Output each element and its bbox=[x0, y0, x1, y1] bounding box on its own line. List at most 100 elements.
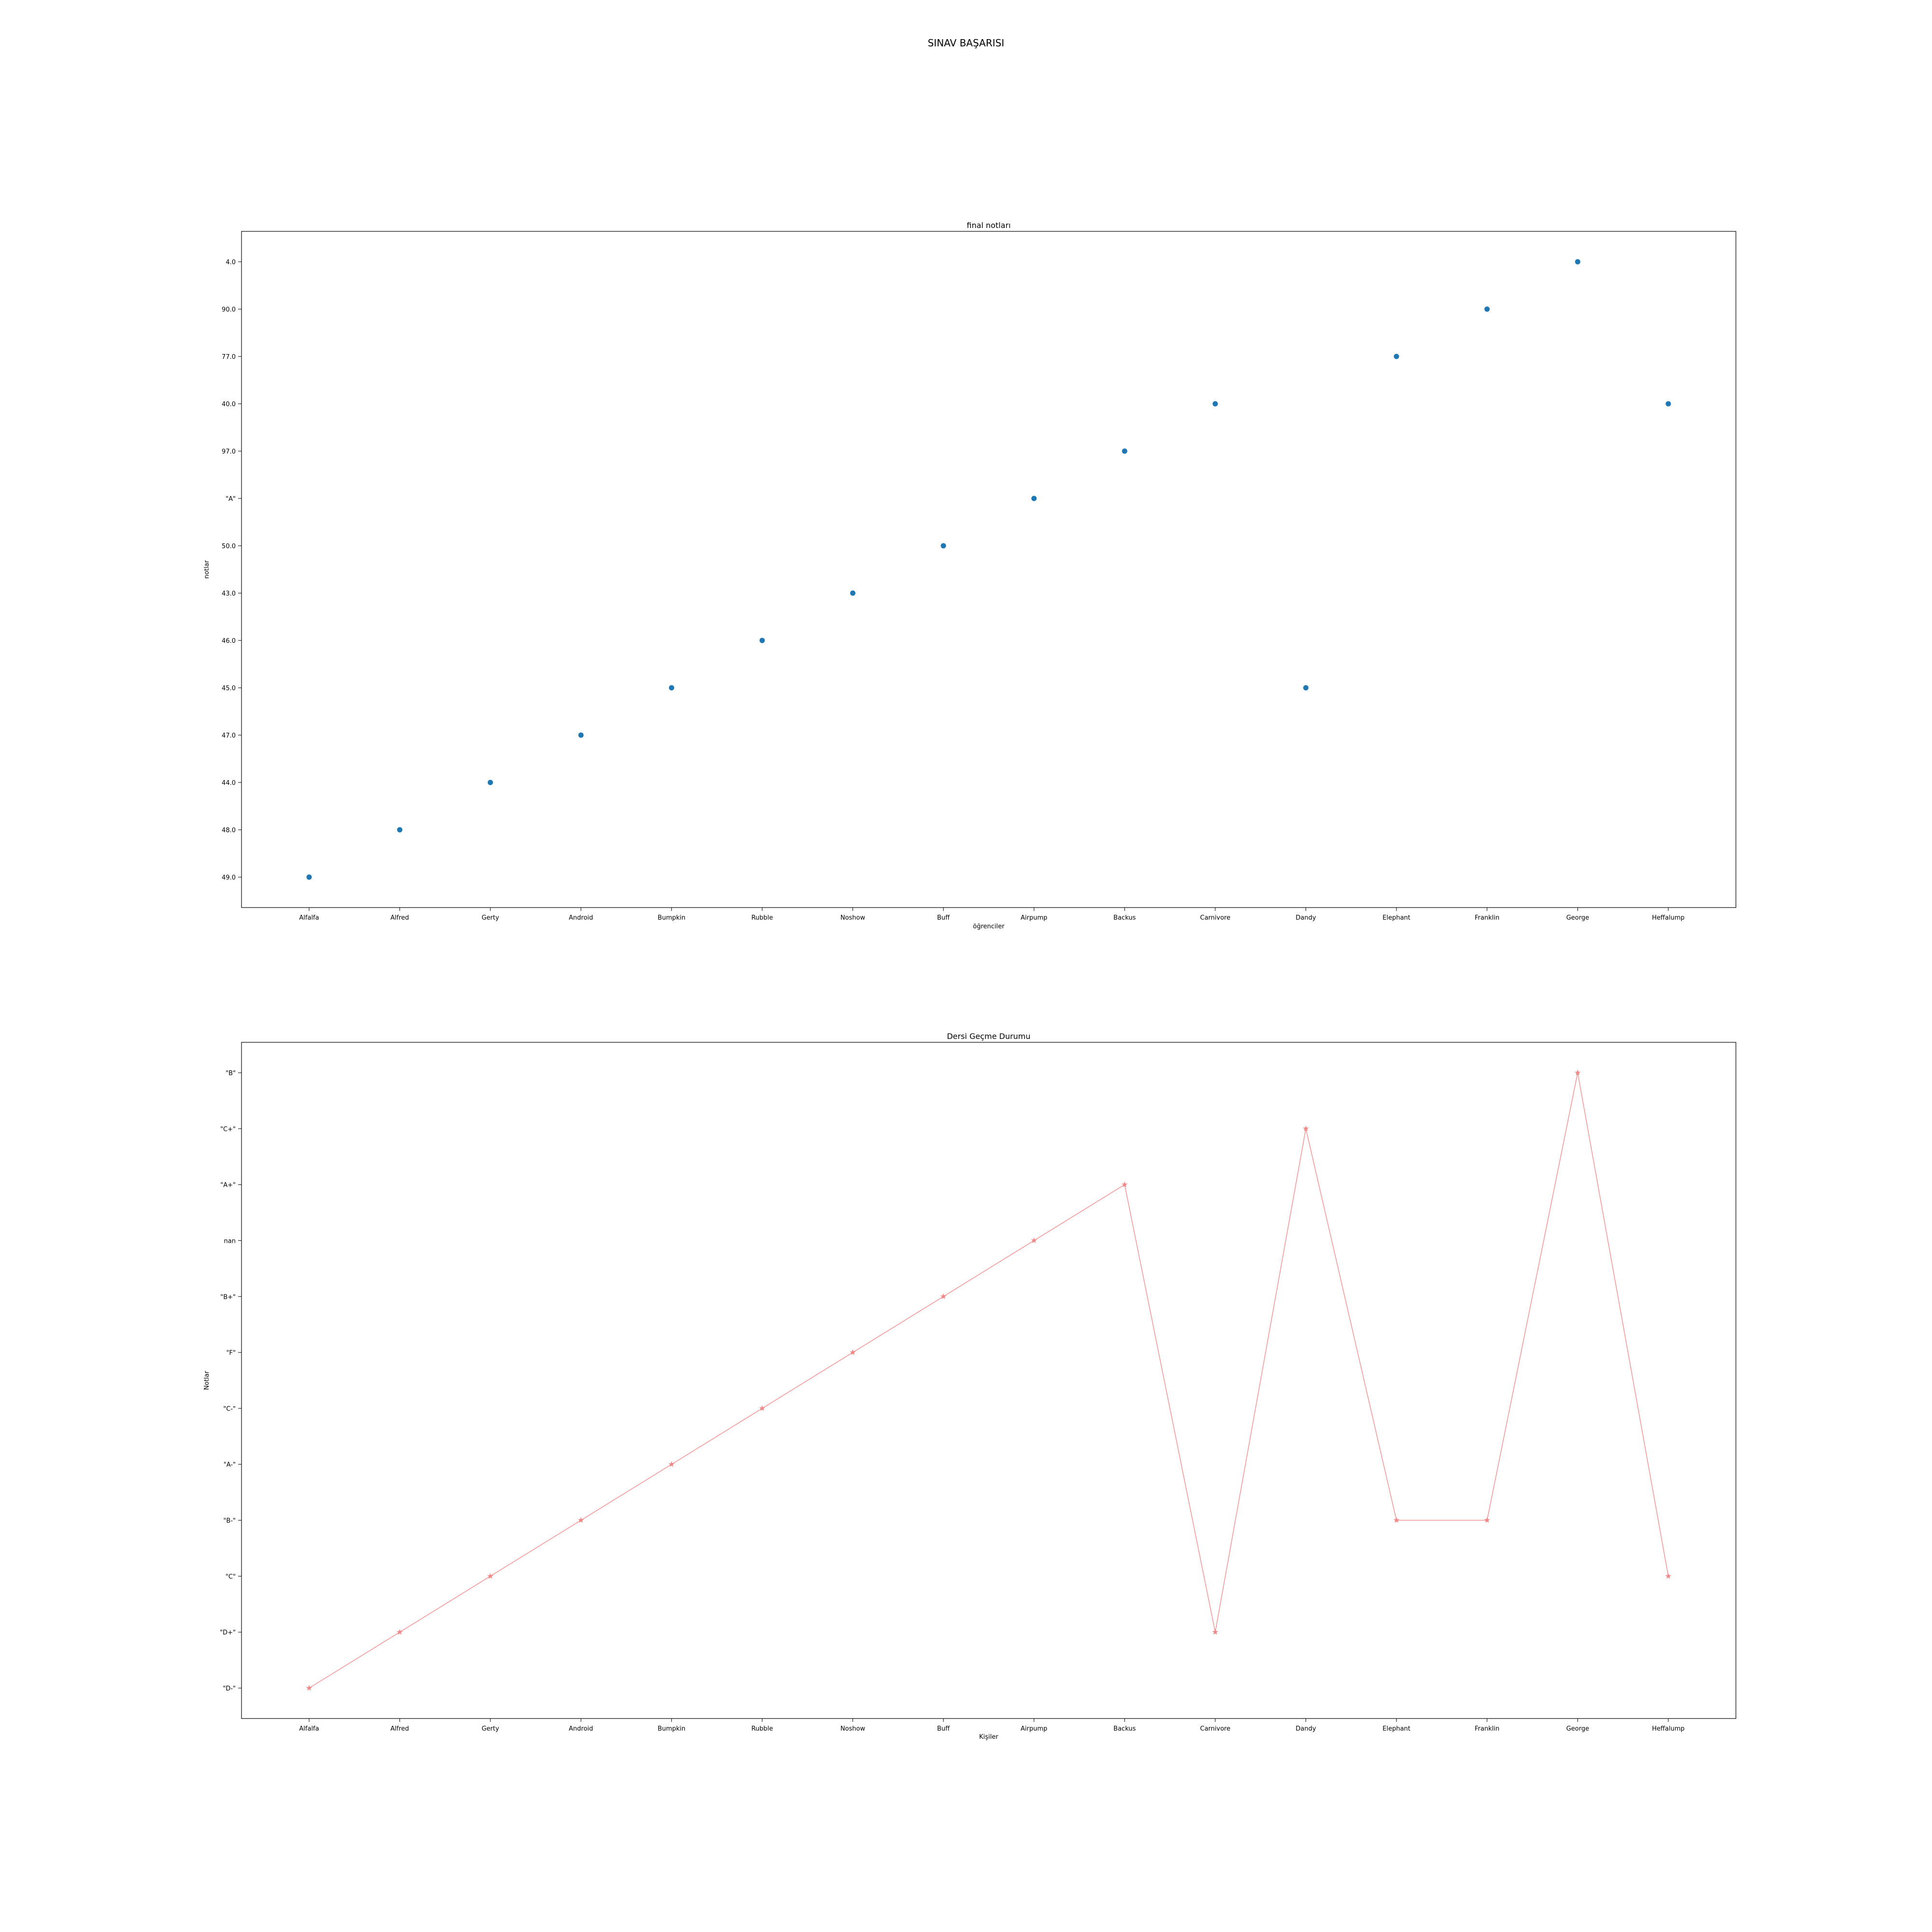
y-tick-label: nan bbox=[224, 1237, 236, 1245]
x-tick-label: Alfred bbox=[390, 914, 409, 922]
x-tick-label: Backus bbox=[1113, 1725, 1136, 1733]
x-tick-label: Bumpkin bbox=[658, 914, 685, 922]
y-tick-label: "C-" bbox=[223, 1406, 236, 1413]
x-tick-label: Alfred bbox=[390, 1725, 409, 1733]
y-tick-label: 50.0 bbox=[222, 543, 236, 550]
chart-title: Dersi Geçme Durumu bbox=[947, 1032, 1030, 1041]
x-tick-label: Elephant bbox=[1382, 914, 1410, 922]
x-tick-label: Dandy bbox=[1296, 914, 1316, 922]
data-point bbox=[668, 685, 674, 691]
x-tick-label: Carnivore bbox=[1200, 914, 1231, 922]
y-tick-label: 46.0 bbox=[222, 638, 236, 645]
data-point bbox=[306, 874, 312, 880]
data-point bbox=[759, 1405, 766, 1411]
x-tick-label: Alfalfa bbox=[299, 914, 319, 922]
data-point bbox=[1031, 496, 1037, 501]
data-point bbox=[1031, 1237, 1037, 1243]
data-point bbox=[850, 1349, 856, 1355]
y-tick-label: 47.0 bbox=[222, 732, 236, 739]
plot-frame bbox=[241, 231, 1736, 908]
data-point bbox=[1484, 306, 1490, 312]
y-tick-label: 43.0 bbox=[222, 590, 236, 597]
x-tick-label: Android bbox=[569, 1725, 593, 1733]
chart-title: final notları bbox=[966, 221, 1010, 230]
x-tick-label: Elephant bbox=[1382, 1725, 1410, 1733]
y-axis-label: notlar bbox=[203, 560, 211, 579]
data-point bbox=[1665, 401, 1671, 407]
data-point bbox=[940, 543, 946, 549]
x-tick-label: Gerty bbox=[482, 1725, 499, 1733]
line-chart: Dersi Geçme Durumu Kişiler Notlar Alfalf… bbox=[203, 1032, 1736, 1741]
x-tick-label: Backus bbox=[1113, 914, 1136, 922]
y-tick-label: "C" bbox=[226, 1573, 236, 1580]
x-tick-label: Heffalump bbox=[1652, 914, 1684, 922]
x-tick-label: George bbox=[1566, 914, 1589, 922]
y-tick-label: 40.0 bbox=[222, 401, 236, 408]
x-tick-label: Rubble bbox=[752, 1725, 773, 1733]
data-point bbox=[397, 827, 403, 833]
data-point bbox=[397, 1629, 403, 1635]
x-tick-label: Airpump bbox=[1021, 914, 1047, 922]
data-point bbox=[759, 638, 765, 643]
data-point bbox=[1212, 1629, 1219, 1635]
y-tick-label: 77.0 bbox=[222, 354, 236, 361]
data-point bbox=[940, 1293, 947, 1299]
y-tick-label: 90.0 bbox=[222, 306, 236, 313]
y-tick-label: "D-" bbox=[223, 1685, 236, 1692]
x-tick-label: Carnivore bbox=[1200, 1725, 1231, 1733]
data-point bbox=[1484, 1517, 1490, 1523]
data-point bbox=[1122, 1181, 1128, 1187]
data-point bbox=[1303, 685, 1309, 691]
y-tick-label: 97.0 bbox=[222, 448, 236, 455]
data-point bbox=[1575, 259, 1580, 265]
x-axis-label: öğrenciler bbox=[973, 923, 1005, 930]
x-tick-label: Noshow bbox=[840, 1725, 866, 1733]
y-tick-label: 45.0 bbox=[222, 685, 236, 692]
data-point bbox=[487, 1573, 494, 1579]
x-axis-label: Kişiler bbox=[979, 1733, 998, 1741]
y-axis-label: Notlar bbox=[203, 1370, 211, 1390]
y-tick-label: "A-" bbox=[224, 1462, 236, 1469]
x-tick-label: Bumpkin bbox=[658, 1725, 685, 1733]
x-tick-label: Franklin bbox=[1475, 1725, 1499, 1733]
y-tick-label: "C+" bbox=[220, 1126, 236, 1133]
x-tick-label: Alfalfa bbox=[299, 1725, 319, 1733]
y-tick-label: 44.0 bbox=[222, 780, 236, 787]
y-tick-label: "A+" bbox=[220, 1182, 236, 1189]
data-point bbox=[850, 590, 856, 596]
scatter-chart: final notları öğrenciler notlar Alfalfa A… bbox=[203, 221, 1736, 930]
chart-marks: Alfalfa Alfred Gerty Android Bumpkin Rubble No… bbox=[222, 259, 1685, 922]
y-tick-label: "D+" bbox=[220, 1629, 236, 1636]
x-tick-label: Franklin bbox=[1475, 914, 1499, 922]
data-point bbox=[668, 1461, 675, 1467]
data-point bbox=[1393, 1517, 1400, 1523]
x-tick-label: Android bbox=[569, 914, 593, 922]
data-point bbox=[1122, 448, 1127, 454]
x-tick-label: Airpump bbox=[1021, 1725, 1047, 1733]
y-tick-label: 49.0 bbox=[222, 874, 236, 881]
data-point bbox=[306, 1685, 313, 1691]
x-tick-label: Buff bbox=[937, 914, 950, 922]
data-point bbox=[1212, 401, 1218, 407]
data-point bbox=[1665, 1573, 1672, 1579]
data-point bbox=[1393, 354, 1399, 359]
data-point bbox=[1575, 1069, 1581, 1076]
x-tick-label: Rubble bbox=[752, 914, 773, 922]
data-point bbox=[1303, 1125, 1309, 1132]
x-tick-label: George bbox=[1566, 1725, 1589, 1733]
y-tick-label: "A" bbox=[226, 496, 236, 503]
x-tick-label: Heffalump bbox=[1652, 1725, 1684, 1733]
y-tick-label: "B" bbox=[226, 1070, 236, 1077]
y-tick-label: "B-" bbox=[223, 1518, 236, 1525]
data-point bbox=[578, 1517, 584, 1523]
data-point bbox=[578, 732, 584, 738]
y-tick-label: 48.0 bbox=[222, 827, 236, 834]
plot-frame bbox=[241, 1042, 1736, 1719]
x-tick-label: Dandy bbox=[1296, 1725, 1316, 1733]
x-tick-label: Buff bbox=[937, 1725, 950, 1733]
y-tick-label: "B+" bbox=[220, 1293, 236, 1301]
figure-title: SINAV BAŞARISI bbox=[928, 37, 1005, 49]
data-point bbox=[487, 780, 493, 785]
y-tick-label: "F" bbox=[227, 1350, 236, 1357]
